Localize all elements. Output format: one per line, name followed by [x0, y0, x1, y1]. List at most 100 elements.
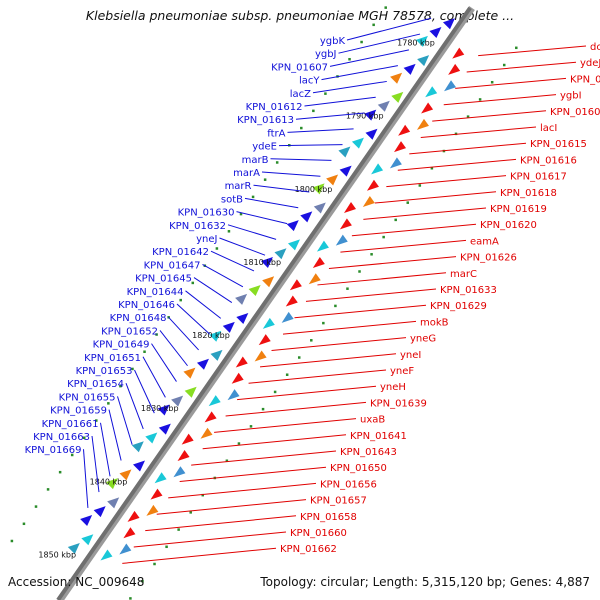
- reverse-gene-label[interactable]: mokB: [420, 317, 449, 328]
- forward-gene-label[interactable]: yneJ: [196, 234, 217, 245]
- reverse-gene-arrow[interactable]: [452, 47, 465, 59]
- forward-gene-label[interactable]: marA: [233, 168, 260, 179]
- forward-gene-arrow[interactable]: [326, 174, 339, 186]
- reverse-gene-label[interactable]: KPN_01660: [290, 528, 347, 539]
- forward-gene-label[interactable]: KPN_01652: [101, 326, 158, 337]
- forward-gene-arrow[interactable]: [403, 63, 416, 75]
- forward-gene-label[interactable]: sotB: [221, 194, 243, 205]
- reverse-gene-arrow[interactable]: [444, 80, 457, 92]
- forward-gene-label[interactable]: KPN_01655: [59, 392, 116, 403]
- forward-gene-arrow[interactable]: [364, 109, 377, 121]
- forward-gene-label[interactable]: ygbJ: [315, 49, 337, 60]
- forward-gene-label[interactable]: KPN_01648: [110, 313, 167, 324]
- reverse-gene-arrow[interactable]: [308, 273, 321, 285]
- reverse-gene-arrow[interactable]: [344, 202, 357, 214]
- reverse-gene-label[interactable]: KPN_01619: [490, 204, 547, 215]
- forward-gene-arrow[interactable]: [183, 367, 196, 379]
- forward-gene-arrow[interactable]: [131, 441, 144, 453]
- forward-gene-arrow[interactable]: [365, 128, 378, 140]
- reverse-gene-label[interactable]: KPN_01618: [500, 188, 557, 199]
- forward-gene-arrow[interactable]: [312, 183, 325, 195]
- forward-gene-label[interactable]: KPN_01646: [118, 300, 175, 311]
- reverse-gene-label[interactable]: eamA: [470, 236, 499, 247]
- forward-gene-label[interactable]: ygbK: [320, 36, 346, 47]
- reverse-gene-arrow[interactable]: [127, 510, 140, 522]
- forward-gene-label[interactable]: ftrA: [267, 128, 285, 139]
- reverse-gene-label[interactable]: KPN_01600: [570, 74, 600, 85]
- reverse-gene-arrow[interactable]: [316, 240, 329, 252]
- reverse-gene-arrow[interactable]: [371, 163, 384, 175]
- forward-gene-arrow[interactable]: [107, 497, 120, 509]
- reverse-gene-arrow[interactable]: [181, 433, 194, 445]
- reverse-gene-label[interactable]: ydeJ: [580, 58, 600, 69]
- reverse-gene-arrow[interactable]: [281, 311, 294, 323]
- forward-gene-label[interactable]: ydeE: [252, 142, 277, 153]
- forward-gene-arrow[interactable]: [338, 146, 351, 158]
- reverse-gene-arrow[interactable]: [389, 157, 402, 169]
- reverse-gene-arrow[interactable]: [235, 356, 248, 368]
- reverse-gene-arrow[interactable]: [227, 389, 240, 401]
- reverse-gene-arrow[interactable]: [289, 279, 302, 291]
- forward-gene-arrow[interactable]: [93, 506, 106, 518]
- forward-gene-arrow[interactable]: [262, 276, 275, 288]
- reverse-gene-label[interactable]: ygbI: [560, 91, 582, 102]
- forward-gene-label[interactable]: KPN_01663: [33, 432, 90, 443]
- forward-gene-arrow[interactable]: [209, 330, 222, 342]
- reverse-gene-label[interactable]: yneH: [380, 382, 406, 393]
- reverse-gene-arrow[interactable]: [285, 295, 298, 307]
- forward-gene-label[interactable]: KPN_01612: [246, 102, 303, 113]
- reverse-gene-arrow[interactable]: [154, 472, 167, 484]
- reverse-gene-arrow[interactable]: [231, 372, 244, 384]
- forward-gene-arrow[interactable]: [286, 220, 299, 232]
- reverse-gene-arrow[interactable]: [312, 256, 325, 268]
- forward-gene-label[interactable]: KPN_01644: [127, 287, 184, 298]
- forward-gene-arrow[interactable]: [235, 293, 248, 305]
- reverse-gene-arrow[interactable]: [394, 141, 407, 153]
- reverse-gene-arrow[interactable]: [262, 317, 275, 329]
- forward-gene-arrow[interactable]: [442, 18, 455, 30]
- reverse-gene-label[interactable]: KPN_01650: [330, 463, 387, 474]
- forward-gene-arrow[interactable]: [196, 358, 209, 370]
- forward-gene-arrow[interactable]: [260, 257, 273, 269]
- reverse-gene-label[interactable]: uxaB: [360, 415, 385, 426]
- reverse-gene-label[interactable]: KPN_01656: [320, 479, 377, 490]
- forward-gene-label[interactable]: KPN_01649: [93, 340, 150, 351]
- forward-gene-label[interactable]: KPN_01613: [237, 115, 294, 126]
- reverse-gene-label[interactable]: KPN_01639: [370, 398, 427, 409]
- reverse-gene-arrow[interactable]: [146, 504, 159, 516]
- forward-gene-arrow[interactable]: [236, 313, 249, 325]
- reverse-gene-label[interactable]: yneG: [410, 334, 436, 345]
- forward-gene-label[interactable]: KPN_01642: [152, 247, 209, 258]
- forward-gene-arrow[interactable]: [429, 27, 442, 39]
- reverse-gene-arrow[interactable]: [362, 196, 375, 208]
- reverse-gene-arrow[interactable]: [335, 234, 348, 246]
- forward-gene-arrow[interactable]: [417, 55, 430, 67]
- reverse-gene-label[interactable]: KPN_01626: [460, 253, 517, 264]
- forward-gene-arrow[interactable]: [390, 72, 403, 84]
- forward-gene-arrow[interactable]: [415, 35, 428, 47]
- forward-gene-arrow[interactable]: [248, 285, 261, 297]
- forward-gene-arrow[interactable]: [81, 534, 94, 546]
- reverse-gene-arrow[interactable]: [177, 449, 190, 461]
- reverse-gene-label[interactable]: yneF: [390, 366, 414, 377]
- reverse-gene-label[interactable]: KPN_01633: [440, 285, 497, 296]
- reverse-gene-arrow[interactable]: [100, 549, 113, 561]
- reverse-gene-label[interactable]: KPN_01641: [350, 431, 407, 442]
- forward-gene-arrow[interactable]: [210, 349, 223, 361]
- forward-gene-arrow[interactable]: [80, 515, 93, 527]
- forward-gene-label[interactable]: KPN_01632: [169, 221, 226, 232]
- forward-gene-label[interactable]: marB: [242, 155, 269, 166]
- reverse-gene-arrow[interactable]: [366, 179, 379, 191]
- forward-gene-arrow[interactable]: [184, 386, 197, 398]
- reverse-gene-arrow[interactable]: [425, 86, 438, 98]
- forward-gene-arrow[interactable]: [313, 202, 326, 214]
- reverse-gene-label[interactable]: dcp: [590, 42, 600, 53]
- reverse-gene-label[interactable]: yneI: [400, 350, 421, 361]
- forward-gene-arrow[interactable]: [145, 432, 158, 444]
- forward-gene-label[interactable]: KPN_01645: [135, 274, 192, 285]
- forward-gene-label[interactable]: marR: [225, 181, 252, 192]
- forward-gene-arrow[interactable]: [287, 239, 300, 251]
- forward-gene-arrow[interactable]: [157, 404, 170, 416]
- forward-gene-arrow[interactable]: [119, 469, 132, 481]
- forward-gene-arrow[interactable]: [274, 248, 287, 260]
